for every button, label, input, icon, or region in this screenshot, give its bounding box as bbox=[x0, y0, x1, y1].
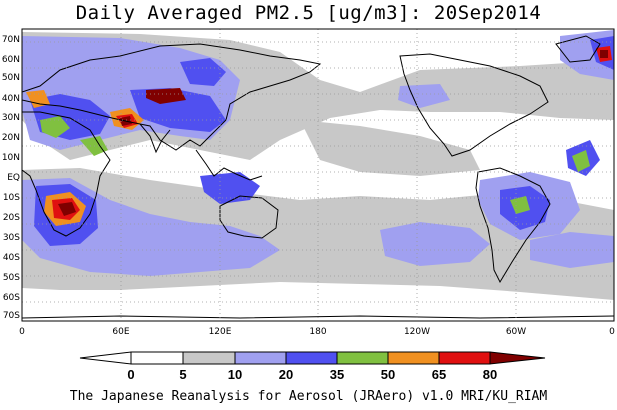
lat-tick-label: 40N bbox=[2, 94, 20, 104]
pm25-level-20-35 bbox=[30, 36, 614, 246]
latitude-axis: 70N 60N 50N 40N 30N 20N 10N EQ 10S 20S 3… bbox=[2, 35, 20, 321]
coast-south-america bbox=[475, 167, 551, 284]
colorbar-box bbox=[285, 351, 338, 365]
colorbar-legend: 0 5 10 20 35 50 65 80 bbox=[79, 351, 546, 382]
lat-tick-label: 40S bbox=[3, 253, 20, 263]
lat-tick-label: 20N bbox=[2, 133, 20, 143]
colorbar-box bbox=[234, 351, 287, 365]
lon-tick-label: 60W bbox=[506, 327, 526, 337]
coast-india bbox=[139, 123, 171, 154]
coast-europe-asia bbox=[22, 43, 322, 151]
coast-africa bbox=[22, 111, 111, 237]
lon-tick-label: 120E bbox=[209, 327, 232, 337]
colorbar-label: 5 bbox=[179, 367, 186, 382]
lat-tick-label: 10S bbox=[3, 193, 20, 203]
colorbar-label: 80 bbox=[483, 367, 497, 382]
coast-australia bbox=[219, 195, 279, 239]
coast-southeast-asia bbox=[195, 149, 263, 181]
colorbar-label: 50 bbox=[381, 367, 395, 382]
lon-tick-label: 120W bbox=[404, 327, 430, 337]
colorbar-box bbox=[130, 351, 184, 365]
footer-credit: The Japanese Reanalysis for Aerosol (JRA… bbox=[69, 389, 548, 404]
pm25-level-80-plus bbox=[58, 50, 608, 216]
lat-tick-label: 10N bbox=[2, 153, 20, 163]
colorbar-label: 65 bbox=[432, 367, 446, 382]
map-panel bbox=[22, 29, 614, 321]
colorbar-label: 35 bbox=[330, 367, 344, 382]
colorbar-label: 20 bbox=[279, 367, 293, 382]
colorbar-box bbox=[438, 351, 491, 365]
lat-tick-label: 30N bbox=[2, 113, 20, 123]
lon-tick-label: 180 bbox=[309, 327, 326, 337]
colorbar-label: 0 bbox=[127, 367, 134, 382]
colorbar-labels: 0 5 10 20 35 50 65 80 bbox=[127, 367, 497, 382]
pm25-level-35-50 bbox=[40, 116, 590, 214]
lat-tick-label: 60S bbox=[3, 293, 20, 303]
longitude-axis: 0 60E 120E 180 120W 60W 0 bbox=[19, 327, 615, 337]
lat-tick-label: 30S bbox=[3, 233, 20, 243]
coast-greenland bbox=[555, 35, 601, 63]
lon-tick-label: 0 bbox=[609, 327, 615, 337]
colorbar-label: 10 bbox=[228, 367, 242, 382]
map-title: Daily Averaged PM2.5 [ug/m3]: 20Sep2014 bbox=[75, 2, 542, 24]
colorbar-box bbox=[387, 351, 440, 365]
lat-tick-label: EQ bbox=[7, 173, 20, 183]
lat-tick-label: 70N bbox=[2, 35, 20, 45]
graticule bbox=[22, 29, 614, 321]
lat-tick-label: 50S bbox=[3, 273, 20, 283]
coast-antarctica bbox=[22, 315, 614, 319]
lat-tick-label: 60N bbox=[2, 55, 20, 65]
lon-tick-label: 60E bbox=[112, 327, 129, 337]
colorbar-arrow-low bbox=[79, 351, 132, 365]
lat-tick-label: 70S bbox=[3, 311, 20, 321]
lat-tick-label: 20S bbox=[3, 213, 20, 223]
colorbar-box bbox=[182, 351, 236, 365]
lat-tick-label: 50N bbox=[2, 73, 20, 83]
colorbar-arrow-high bbox=[489, 351, 546, 365]
lon-tick-label: 0 bbox=[19, 327, 25, 337]
coastlines bbox=[22, 35, 614, 319]
map-frame bbox=[21, 28, 615, 322]
colorbar-box bbox=[336, 351, 389, 365]
